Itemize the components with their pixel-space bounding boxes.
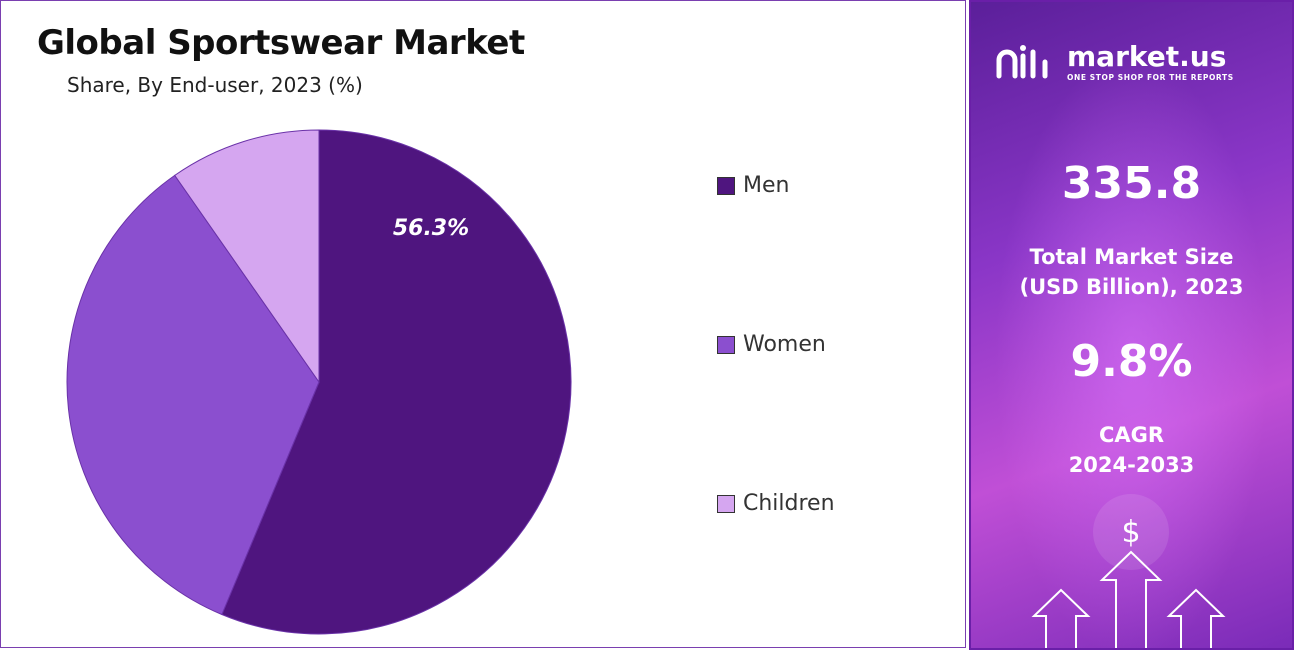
legend-label-women: Women: [743, 332, 826, 357]
growth-graphic: $: [1031, 494, 1226, 648]
market-size-value: 335.8: [1061, 158, 1202, 209]
market-size-label-line1: Total Market Size: [1029, 245, 1234, 269]
chart-panel: Global Sportswear Market Share, By End-u…: [0, 0, 966, 648]
data-label-men: 56.3%: [393, 216, 469, 241]
market-size-label-line2: (USD Billion), 2023: [1019, 275, 1244, 299]
pie-slice-women: [66, 174, 320, 616]
cagr-label-line1: CAGR: [1098, 423, 1165, 447]
legend-swatch-children: [717, 494, 735, 513]
up-arrow-icon: [1031, 550, 1226, 648]
legend-item-women: Women: [717, 332, 826, 357]
pie-slice-men: [221, 129, 572, 635]
brand-name: market.us: [1067, 39, 1227, 73]
chart-title: Global Sportswear Market: [37, 23, 525, 63]
legend-label-men: Men: [743, 173, 790, 198]
legend-swatch-women: [717, 335, 735, 354]
dollar-circle: [1093, 494, 1169, 570]
cagr-value: 9.8%: [1070, 336, 1193, 387]
summary-panel: market.us ONE STOP SHOP FOR THE REPORTS …: [969, 0, 1294, 650]
legend-item-men: Men: [717, 173, 789, 198]
cagr-label-line2: 2024-2033: [1068, 453, 1195, 477]
chart-subtitle: Share, By End-user, 2023 (%): [67, 73, 363, 97]
brand-tagline: ONE STOP SHOP FOR THE REPORTS: [1067, 72, 1234, 82]
legend-swatch-men: [717, 176, 735, 195]
market-us-logo-icon: [996, 45, 1048, 79]
legend-label-children: Children: [743, 491, 835, 516]
dollar-icon: $: [1121, 515, 1140, 550]
brand: market.us ONE STOP SHOP FOR THE REPORTS: [993, 42, 1234, 82]
pie-slice-children: [174, 129, 320, 384]
legend-item-children: Children: [717, 491, 835, 516]
pie-chart: 56.3%: [66, 129, 572, 635]
